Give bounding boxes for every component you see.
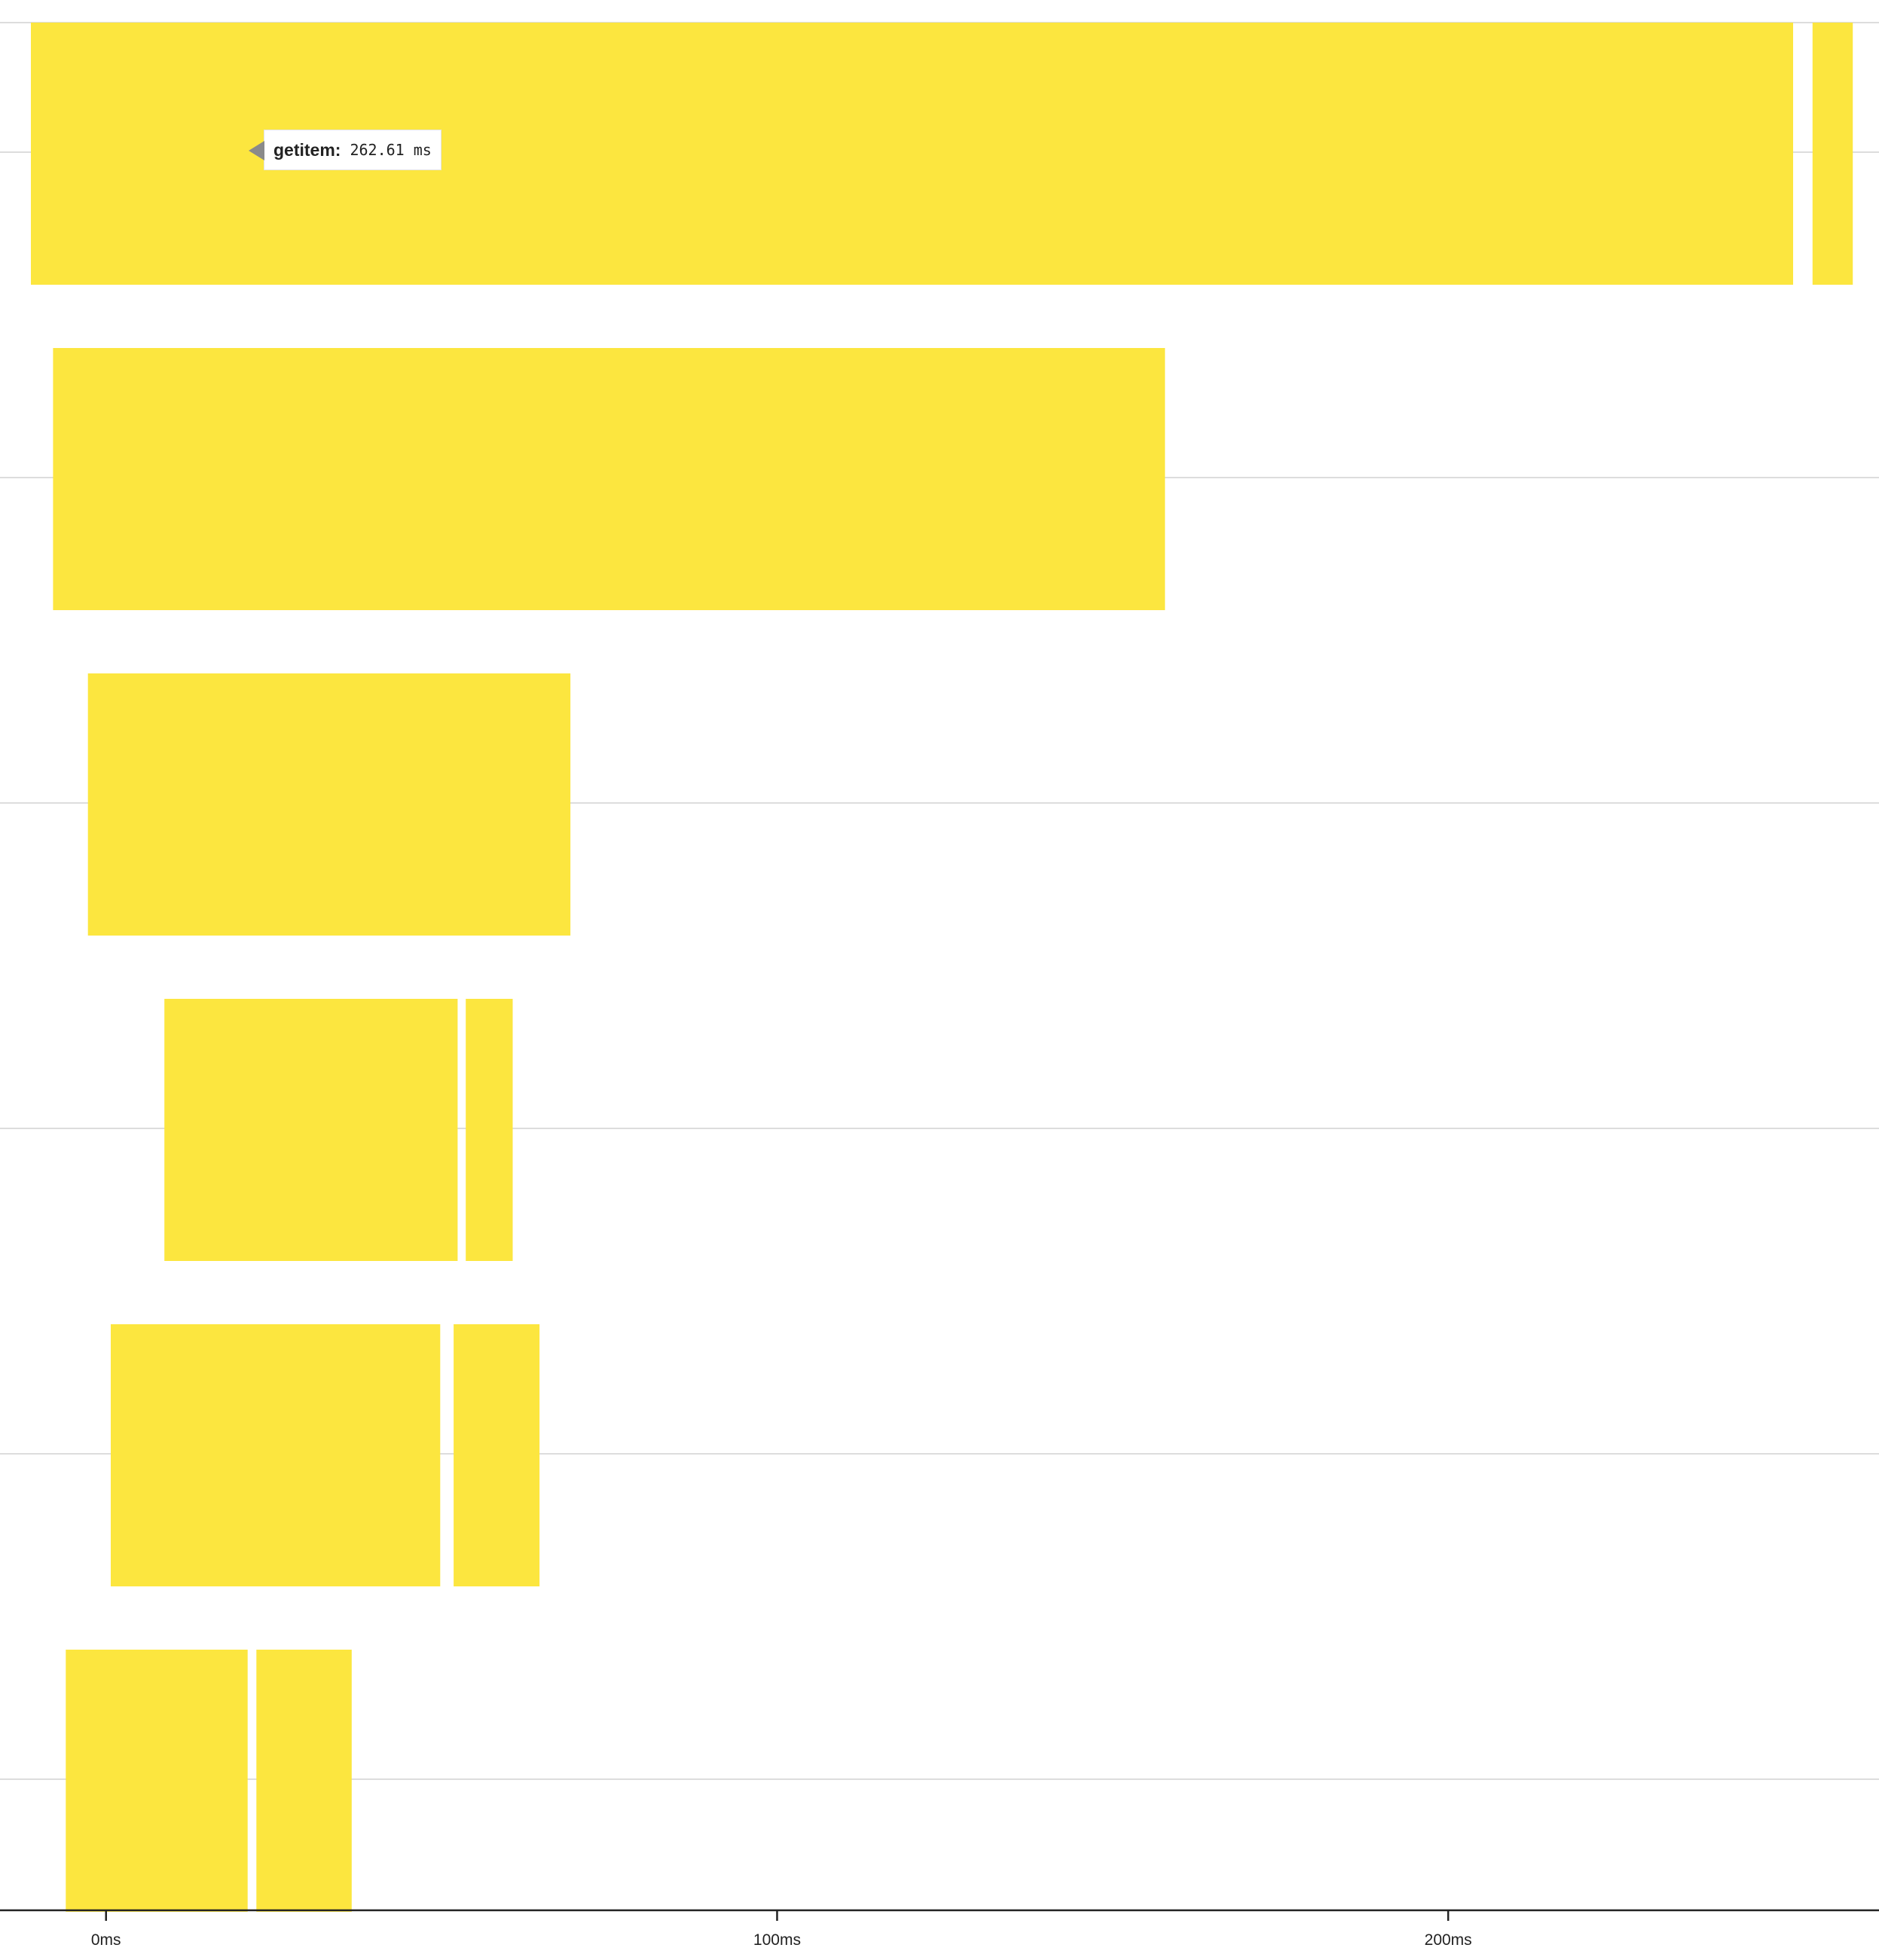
- x-axis: 0ms 100ms 200ms: [0, 1909, 1879, 1949]
- tooltip-value: 262.61 ms: [350, 141, 432, 159]
- tooltip-arrow-icon: [249, 141, 264, 160]
- x-axis-ticks: 0ms 100ms 200ms: [91, 1910, 1472, 1949]
- bars: [31, 23, 1853, 1912]
- tick-label: 0ms: [91, 1931, 121, 1949]
- tooltip: getitem: 262.61 ms: [249, 130, 441, 170]
- tooltip-name: getitem:: [273, 139, 341, 160]
- tick-label: 100ms: [753, 1931, 801, 1949]
- bar-row-6-segment-2[interactable]: [256, 1650, 352, 1912]
- bar-row-1-segment-2[interactable]: [1812, 23, 1853, 285]
- tick-label: 200ms: [1425, 1931, 1472, 1949]
- bar-row-6-segment-1[interactable]: [66, 1650, 248, 1912]
- bar-row-4-segment-2[interactable]: [466, 999, 513, 1261]
- bar-row-4-segment-1[interactable]: [164, 999, 458, 1261]
- bar-row-2-segment-1[interactable]: [53, 348, 1166, 610]
- bar-row-3-segment-1[interactable]: [87, 673, 571, 936]
- bar-row-5-segment-1[interactable]: [111, 1324, 441, 1586]
- bar-row-5-segment-2[interactable]: [454, 1324, 540, 1586]
